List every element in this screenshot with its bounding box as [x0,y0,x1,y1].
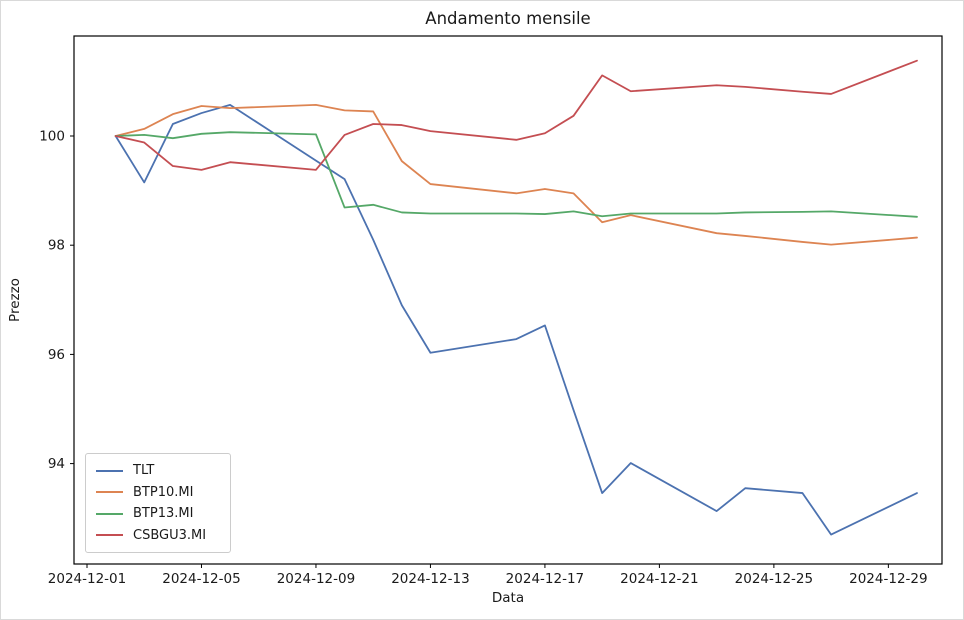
x-tick-label: 2024-12-21 [620,571,698,587]
legend-item-tlt: TLT [96,464,220,477]
chart-title: Andamento mensile [425,9,590,28]
legend-item-btp10-mi: BTP10.MI [96,486,220,499]
x-tick-label: 2024-12-17 [506,571,584,587]
plot-area [73,35,943,565]
x-axis-label: Data [492,590,524,606]
legend-item-btp13-mi: BTP13.MI [96,507,220,520]
legend-label: CSBGU3.MI [133,527,207,543]
y-axis-label: Prezzo [7,278,23,322]
x-tick-label: 2024-12-01 [48,571,126,587]
legend-item-csbgu3-mi: CSBGU3.MI [96,529,220,542]
y-tick-label: 96 [48,347,65,363]
x-tick-label: 2024-12-25 [735,571,813,587]
legend: TLT BTP10.MI BTP13.MI CSBGU3.MI [85,453,231,553]
axis-ticks: 2024-12-01 2024-12-05 2024-12-09 2024-12-13… [39,129,927,588]
x-tick-label: 2024-12-09 [277,571,355,587]
x-tick-label: 2024-12-13 [391,571,469,587]
series-line-csbgu3-mi [114,59,918,171]
series-line-btp13-mi [114,131,918,218]
legend-label: BTP10.MI [133,484,194,500]
y-tick-label: 94 [48,456,65,472]
legend-line-swatch [96,512,123,515]
legend-line-swatch [96,469,123,472]
legend-label: TLT [133,463,155,479]
legend-line-swatch [96,534,123,537]
series-line-btp10-mi [114,103,918,246]
series-line-tlt [114,103,918,536]
x-tick-label: 2024-12-05 [162,571,240,587]
legend-line-swatch [96,491,123,494]
legend-label: BTP13.MI [133,506,194,522]
x-tick-label: 2024-12-29 [849,571,927,587]
y-tick-label: 100 [39,129,65,145]
y-tick-label: 98 [48,238,65,254]
series-lines [114,59,918,536]
